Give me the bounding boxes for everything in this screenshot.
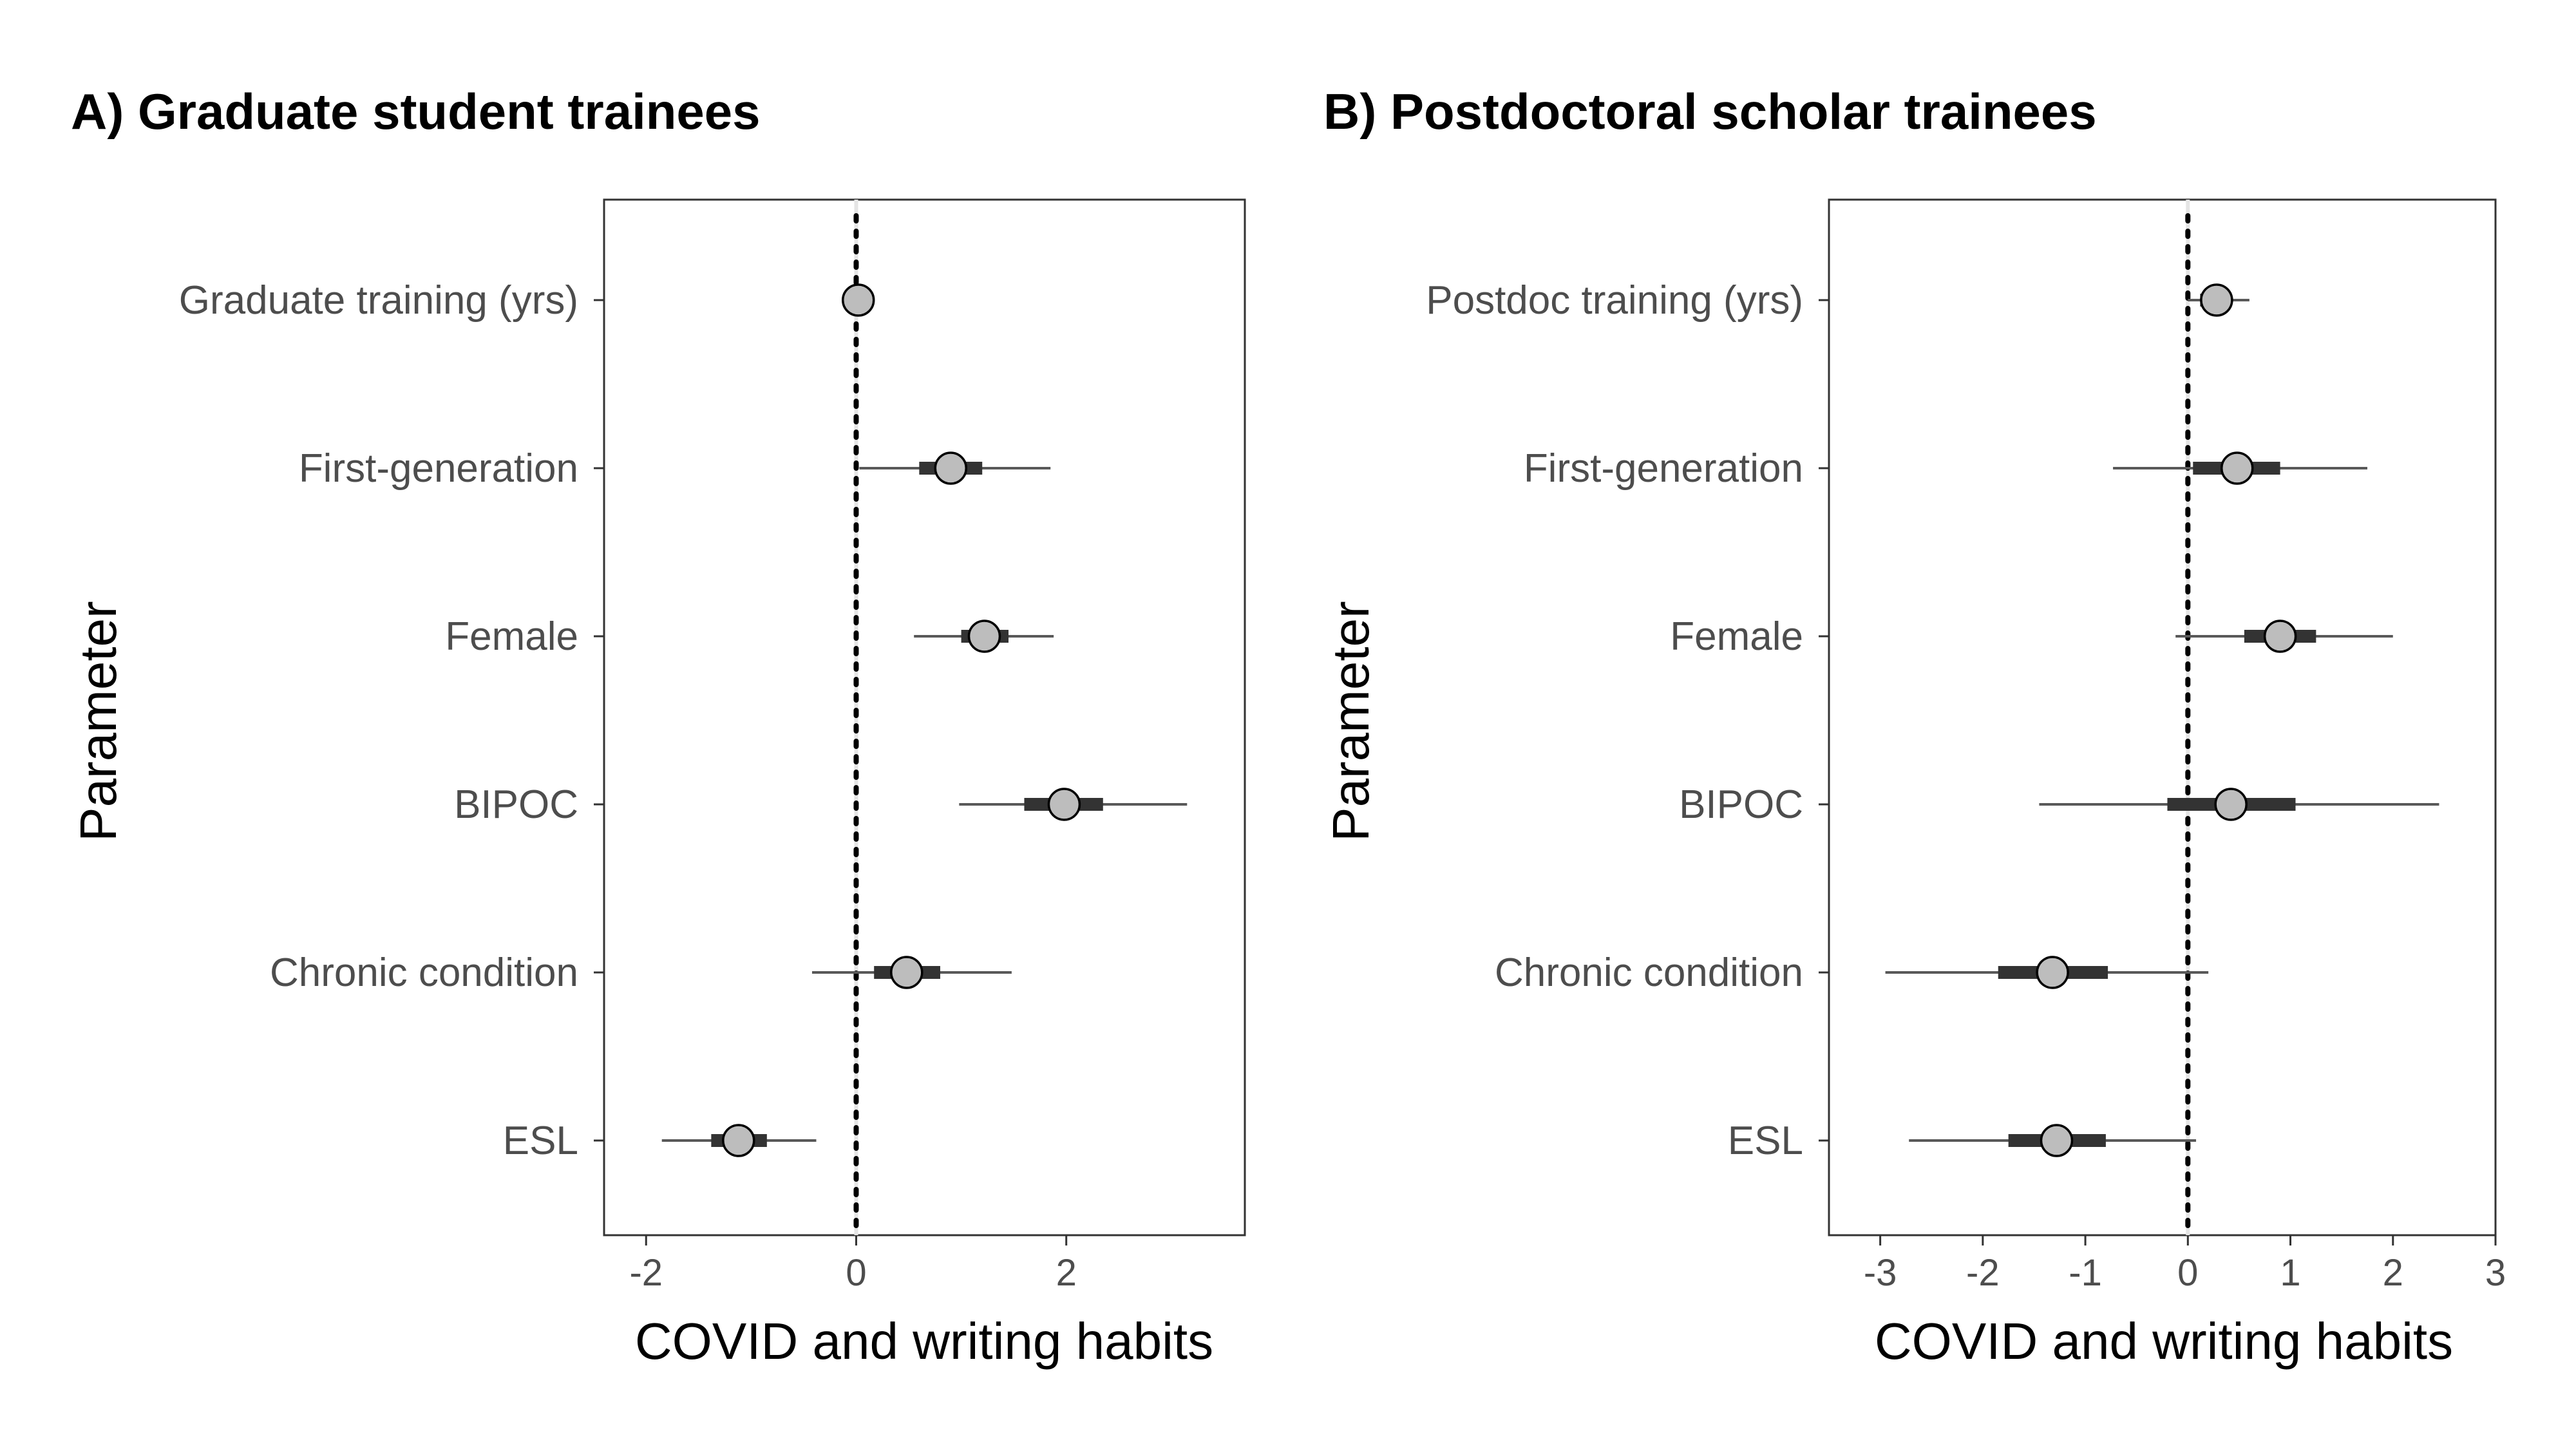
panel-b-point-esl <box>2040 1124 2074 1157</box>
panel-b-x-tick-label: 3 <box>2485 1252 2506 1294</box>
panel-a-x-tick-label: 0 <box>846 1252 866 1294</box>
panel-a-label-female: Female <box>445 614 578 659</box>
panel-b-title: B) Postdoctoral scholar trainees <box>1323 83 2097 140</box>
panel-b-x-axis-title: COVID and writing habits <box>1875 1312 2453 1370</box>
panel-b-label-chronic-condition: Chronic condition <box>1495 951 1803 995</box>
panel-b-label-postdoc-training-yrs: Postdoc training (yrs) <box>1426 278 1803 323</box>
panel-a-frame <box>603 198 1246 1236</box>
panel-b-x-tick-label: 2 <box>2383 1252 2403 1294</box>
panel-a-plot-area: -2 0 2 Graduate training (yrs) First-generat… <box>179 198 1246 1294</box>
panel-b-x-tick-label: 1 <box>2280 1252 2300 1294</box>
panel-graduate: A) Graduate student trainees Parameter C… <box>70 83 1246 1370</box>
panel-a-label-esl: ESL <box>503 1119 578 1163</box>
panel-b-x-tick-label: -3 <box>1864 1252 1897 1294</box>
panel-b-label-female: Female <box>1670 614 1803 659</box>
panel-a-point-female <box>967 620 1001 653</box>
panel-b-label-first-generation: First-generation <box>1524 446 1803 491</box>
panel-b-point-bipoc <box>2214 788 2248 821</box>
panel-b-x-tick-label: 0 <box>2177 1252 2198 1294</box>
panel-b-frame <box>1828 198 2497 1236</box>
panel-b-point-chronic-condition <box>2036 956 2069 989</box>
panel-a-point-first-generation <box>934 451 968 485</box>
panel-a-label-bipoc: BIPOC <box>454 782 578 827</box>
panel-a-label-graduate-training-yrs: Graduate training (yrs) <box>179 278 578 323</box>
panel-b-label-bipoc: BIPOC <box>1679 782 1803 827</box>
panel-b-point-first-generation <box>2220 451 2254 485</box>
panel-b-plot-area: -3 -2 -1 0 1 2 3 Postdoc training (yrs) First-ge… <box>1426 198 2506 1294</box>
panel-a-title: A) Graduate student trainees <box>71 83 761 140</box>
panel-a-x-axis-title: COVID and writing habits <box>635 1312 1213 1370</box>
panel-a-x-tick-label: -2 <box>629 1252 663 1294</box>
panel-postdoc: B) Postdoctoral scholar trainees Paramet… <box>1322 83 2506 1370</box>
panel-a-point-graduate-training-yrs <box>841 283 875 317</box>
panel-b-label-esl: ESL <box>1728 1119 1803 1163</box>
panel-a-label-first-generation: First-generation <box>299 446 578 491</box>
panel-a-label-chronic-condition: Chronic condition <box>270 951 578 995</box>
panel-b-point-female <box>2263 620 2297 653</box>
panel-b-y-axis-title: Parameter <box>1322 601 1379 841</box>
panel-a-x-tick-label: 2 <box>1056 1252 1077 1294</box>
panel-b-point-postdoc-training-yrs <box>2200 283 2233 317</box>
panel-a-y-axis-title: Parameter <box>70 601 127 841</box>
panel-a-point-esl <box>722 1124 755 1157</box>
panel-b-x-tick-label: -1 <box>2069 1252 2102 1294</box>
panel-b-x-tick-label: -2 <box>1966 1252 2000 1294</box>
panel-a-point-chronic-condition <box>890 956 923 989</box>
panel-a-point-bipoc <box>1047 788 1081 821</box>
